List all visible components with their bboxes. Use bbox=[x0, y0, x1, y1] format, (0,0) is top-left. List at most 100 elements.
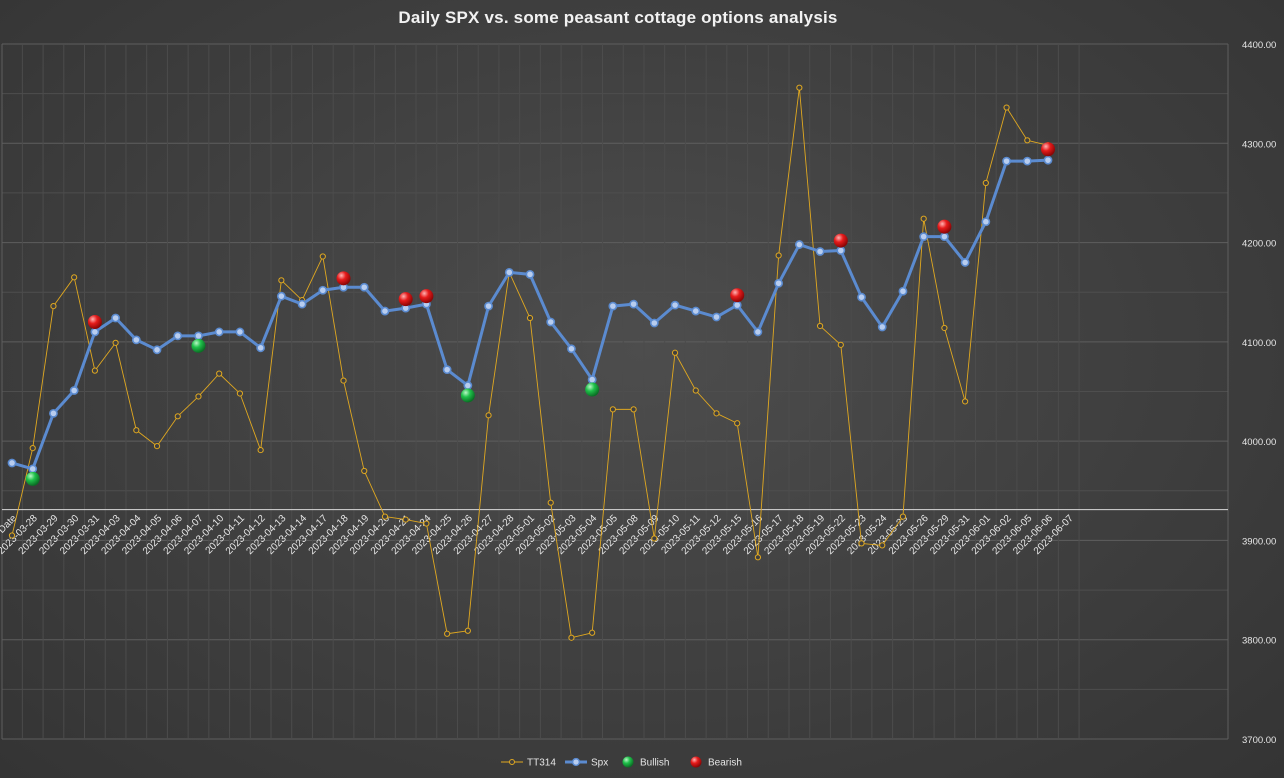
point-spx bbox=[753, 327, 763, 337]
legend-marker-tt314 bbox=[509, 759, 515, 765]
point-spx bbox=[649, 318, 659, 328]
point-tt314 bbox=[692, 387, 699, 394]
point-spx bbox=[629, 299, 638, 309]
point-spx bbox=[732, 300, 742, 310]
point-spx bbox=[981, 217, 991, 227]
point-spx bbox=[504, 267, 514, 277]
point-spx bbox=[836, 246, 846, 255]
y-tick-label: 4200.00 bbox=[1242, 239, 1276, 250]
point-tt314 bbox=[879, 542, 886, 549]
point-tt314 bbox=[858, 540, 865, 547]
point-tt314 bbox=[361, 467, 368, 475]
point-spx bbox=[49, 408, 58, 418]
point-spx bbox=[525, 269, 535, 279]
legend-marker-bearish bbox=[690, 756, 702, 768]
point-spx bbox=[69, 386, 79, 395]
point-tt314 bbox=[340, 377, 347, 384]
point-tt314 bbox=[754, 554, 762, 561]
point-tt314 bbox=[941, 324, 948, 332]
point-tt314 bbox=[236, 390, 244, 397]
point-tt314 bbox=[962, 398, 969, 405]
point-tt314 bbox=[775, 252, 782, 259]
point-tt314 bbox=[671, 349, 679, 356]
point-spx bbox=[214, 327, 224, 337]
point-spx bbox=[173, 331, 183, 341]
point-tt314 bbox=[319, 253, 326, 260]
point-spx bbox=[442, 365, 452, 375]
point-tt314 bbox=[381, 513, 389, 520]
chart-title: Daily SPX vs. some peasant cottage optio… bbox=[398, 8, 838, 27]
point-spx bbox=[131, 335, 141, 345]
point-spx bbox=[712, 312, 721, 322]
signal-bullish-marker bbox=[585, 382, 600, 397]
point-tt314 bbox=[713, 410, 720, 417]
signal-bearish-marker bbox=[398, 292, 413, 307]
point-tt314 bbox=[216, 370, 223, 377]
point-spx bbox=[1022, 156, 1032, 166]
point-spx bbox=[111, 313, 120, 323]
signal-bearish-marker bbox=[87, 315, 102, 329]
point-tt314 bbox=[630, 406, 637, 413]
grid-layer bbox=[1, 43, 1229, 740]
point-spx bbox=[815, 247, 825, 256]
signal-bullish-marker bbox=[191, 338, 206, 353]
point-spx bbox=[235, 327, 245, 337]
point-spx bbox=[546, 317, 556, 327]
point-tt314 bbox=[1024, 137, 1031, 144]
point-tt314 bbox=[899, 513, 907, 520]
y-tick-label: 4300.00 bbox=[1242, 139, 1276, 150]
point-spx bbox=[1002, 156, 1011, 166]
point-spx bbox=[877, 322, 887, 332]
y-tick-label: 4000.00 bbox=[1242, 437, 1276, 448]
signal-bearish-marker bbox=[419, 289, 434, 304]
y-tick-label: 4400.00 bbox=[1242, 40, 1276, 51]
point-tt314 bbox=[547, 499, 554, 506]
legend-label-bearish: Bearish bbox=[708, 758, 742, 769]
signal-bullish-marker bbox=[25, 471, 40, 486]
point-spx bbox=[380, 306, 390, 316]
signal-bearish-marker bbox=[937, 219, 952, 234]
point-tt314 bbox=[278, 277, 285, 284]
point-spx bbox=[7, 458, 17, 468]
point-tt314 bbox=[153, 443, 161, 450]
point-tt314 bbox=[609, 406, 616, 413]
point-tt314 bbox=[402, 516, 409, 523]
point-tt314 bbox=[257, 446, 264, 454]
point-tt314 bbox=[651, 535, 658, 542]
point-spx bbox=[567, 344, 576, 354]
y-tick-label: 4100.00 bbox=[1242, 338, 1276, 349]
legend-marker-spx bbox=[571, 757, 581, 767]
point-tt314 bbox=[526, 314, 534, 322]
point-spx bbox=[919, 232, 929, 242]
point-spx bbox=[297, 299, 307, 309]
y-tick-label: 3900.00 bbox=[1242, 536, 1276, 547]
point-tt314 bbox=[195, 393, 202, 400]
point-tt314 bbox=[444, 630, 451, 637]
point-spx bbox=[152, 345, 162, 355]
point-tt314 bbox=[816, 322, 824, 330]
point-tt314 bbox=[568, 634, 575, 641]
point-tt314 bbox=[71, 274, 78, 281]
point-spx bbox=[794, 240, 804, 249]
point-spx bbox=[940, 232, 949, 242]
point-tt314 bbox=[1003, 104, 1010, 111]
point-spx bbox=[276, 291, 286, 301]
point-spx bbox=[90, 327, 100, 337]
point-spx bbox=[670, 300, 680, 310]
point-spx bbox=[608, 301, 618, 311]
point-tt314 bbox=[91, 367, 98, 374]
point-spx bbox=[960, 258, 970, 267]
point-tt314 bbox=[8, 532, 16, 539]
point-tt314 bbox=[133, 427, 140, 434]
point-spx bbox=[463, 381, 473, 390]
point-spx bbox=[587, 375, 597, 384]
point-tt314 bbox=[734, 420, 741, 427]
chart-legend: TT314 Spx Bullish Bearish bbox=[501, 756, 742, 769]
point-spx bbox=[691, 306, 701, 316]
legend-label-bullish: Bullish bbox=[640, 758, 669, 769]
point-tt314 bbox=[112, 339, 119, 346]
point-spx bbox=[857, 292, 866, 302]
point-tt314 bbox=[174, 413, 181, 420]
point-spx bbox=[774, 278, 784, 288]
